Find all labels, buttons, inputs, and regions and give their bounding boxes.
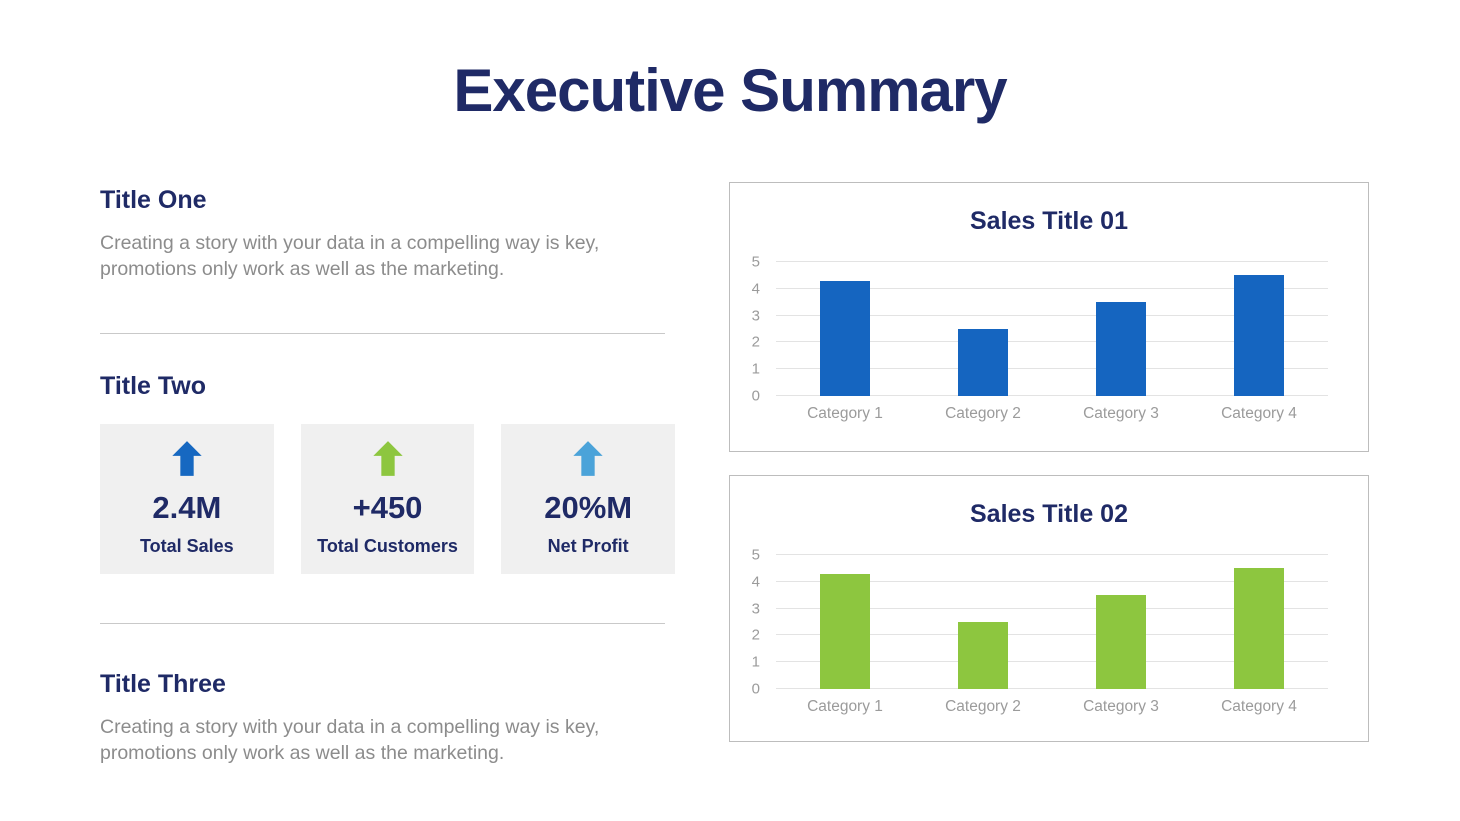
x-tick-label: Category 4 bbox=[1221, 405, 1297, 422]
section-three-body: Creating a story with your data in a com… bbox=[100, 715, 600, 764]
gridline bbox=[776, 314, 1328, 316]
bar-slot bbox=[1190, 262, 1328, 396]
stat-value: 2.4M bbox=[152, 489, 222, 525]
gridline bbox=[776, 368, 1328, 370]
stat-label: Total Sales bbox=[139, 535, 234, 556]
stat-value: +450 bbox=[352, 489, 423, 525]
gridline bbox=[776, 688, 1328, 689]
chart-title: Sales Title 01 bbox=[970, 207, 1128, 235]
gridline bbox=[776, 261, 1328, 262]
bar-slot bbox=[1052, 262, 1190, 396]
gridline bbox=[776, 607, 1328, 609]
y-tick-label: 1 bbox=[751, 360, 760, 378]
bar-slot bbox=[914, 262, 1052, 396]
chart-title: Sales Title 02 bbox=[970, 500, 1128, 528]
x-tick-label: Category 3 bbox=[1083, 698, 1159, 715]
bar bbox=[1234, 568, 1284, 689]
chart-bars bbox=[776, 262, 1328, 396]
gridline bbox=[776, 395, 1328, 396]
stat-label: Net Profit bbox=[547, 535, 629, 556]
stat-cards: 2.4M Total Sales +450 Total Customers 20%M Ne… bbox=[100, 423, 676, 574]
x-tick-label: Category 2 bbox=[945, 405, 1021, 422]
section-two-heading: Title Two bbox=[100, 371, 207, 400]
y-tick-label: 3 bbox=[751, 307, 760, 325]
arrow-up-icon bbox=[573, 441, 603, 476]
stat-card: 2.4M Total Sales bbox=[100, 423, 274, 574]
bar bbox=[1096, 302, 1146, 396]
stat-card: 20%M Net Profit bbox=[501, 423, 676, 574]
y-tick-label: 5 bbox=[751, 253, 760, 271]
gridline bbox=[776, 287, 1328, 289]
stat-card: +450 Total Customers bbox=[300, 423, 475, 574]
y-tick-label: 0 bbox=[751, 387, 760, 405]
x-tick-label: Category 1 bbox=[807, 698, 883, 715]
bar-slot bbox=[914, 555, 1052, 689]
y-tick-label: 2 bbox=[751, 626, 760, 644]
section-one-heading: Title One bbox=[100, 186, 207, 214]
left-column: Title One Creating a story with your dat… bbox=[100, 186, 676, 767]
x-tick-label: Category 4 bbox=[1221, 698, 1297, 715]
gridline bbox=[776, 661, 1328, 663]
divider bbox=[100, 622, 665, 624]
gridline bbox=[776, 341, 1328, 343]
stat-label: Total Customers bbox=[317, 535, 458, 556]
bar bbox=[1096, 595, 1146, 689]
bar bbox=[820, 280, 870, 396]
x-tick-label: Category 3 bbox=[1083, 405, 1159, 422]
bar bbox=[820, 573, 870, 689]
bar-slot bbox=[776, 555, 914, 689]
bar-slot bbox=[1052, 555, 1190, 689]
y-tick-label: 5 bbox=[751, 546, 760, 564]
arrow-up-icon bbox=[172, 441, 202, 476]
y-tick-label: 3 bbox=[751, 600, 760, 618]
y-tick-label: 4 bbox=[751, 573, 760, 591]
chart-bars bbox=[776, 555, 1328, 689]
gridline bbox=[776, 580, 1328, 582]
bar bbox=[958, 622, 1008, 689]
bar bbox=[1234, 275, 1284, 396]
bar-slot bbox=[1190, 555, 1328, 689]
section-one-body: Creating a story with your data in a com… bbox=[100, 232, 600, 280]
arrow-up-icon bbox=[372, 441, 403, 476]
stat-value: 20%M bbox=[544, 489, 633, 525]
bar-slot bbox=[776, 262, 914, 396]
y-tick-label: 0 bbox=[751, 680, 760, 698]
section-three: Title Three Creating a story with your d… bbox=[100, 670, 675, 767]
chart-x-axis: Category 1 Category 2 Category 3 Category 4 bbox=[776, 698, 1328, 716]
y-tick-label: 4 bbox=[751, 280, 760, 298]
gridline bbox=[776, 554, 1328, 555]
section-three-heading: Title Three bbox=[100, 669, 226, 698]
y-tick-label: 1 bbox=[751, 653, 760, 671]
x-tick-label: Category 1 bbox=[807, 405, 883, 422]
divider bbox=[100, 332, 665, 334]
x-tick-label: Category 2 bbox=[945, 698, 1021, 715]
section-two: Title Two 2.4M Total Sales +450 Total Custo… bbox=[100, 371, 676, 574]
y-tick-label: 2 bbox=[751, 333, 760, 351]
gridline bbox=[776, 634, 1328, 636]
bar bbox=[958, 329, 1008, 396]
page-title: Executive Summary bbox=[453, 57, 1007, 124]
chart-x-axis: Category 1 Category 2 Category 3 Category 4 bbox=[776, 405, 1328, 423]
section-one: Title One Creating a story with your dat… bbox=[100, 186, 675, 283]
